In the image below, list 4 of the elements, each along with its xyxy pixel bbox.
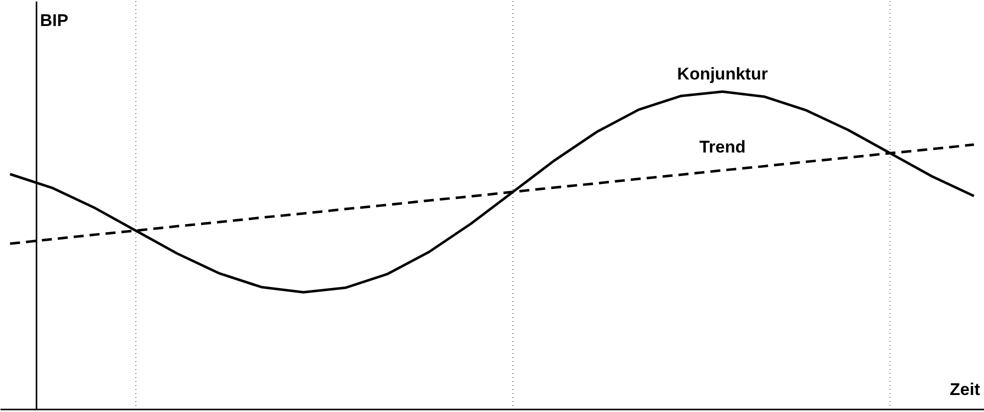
x-axis-title: Zeit — [950, 380, 980, 399]
y-axis-title: BIP — [40, 11, 68, 30]
series-label: Konjunktur — [677, 64, 768, 84]
series-label: Trend — [699, 137, 746, 156]
